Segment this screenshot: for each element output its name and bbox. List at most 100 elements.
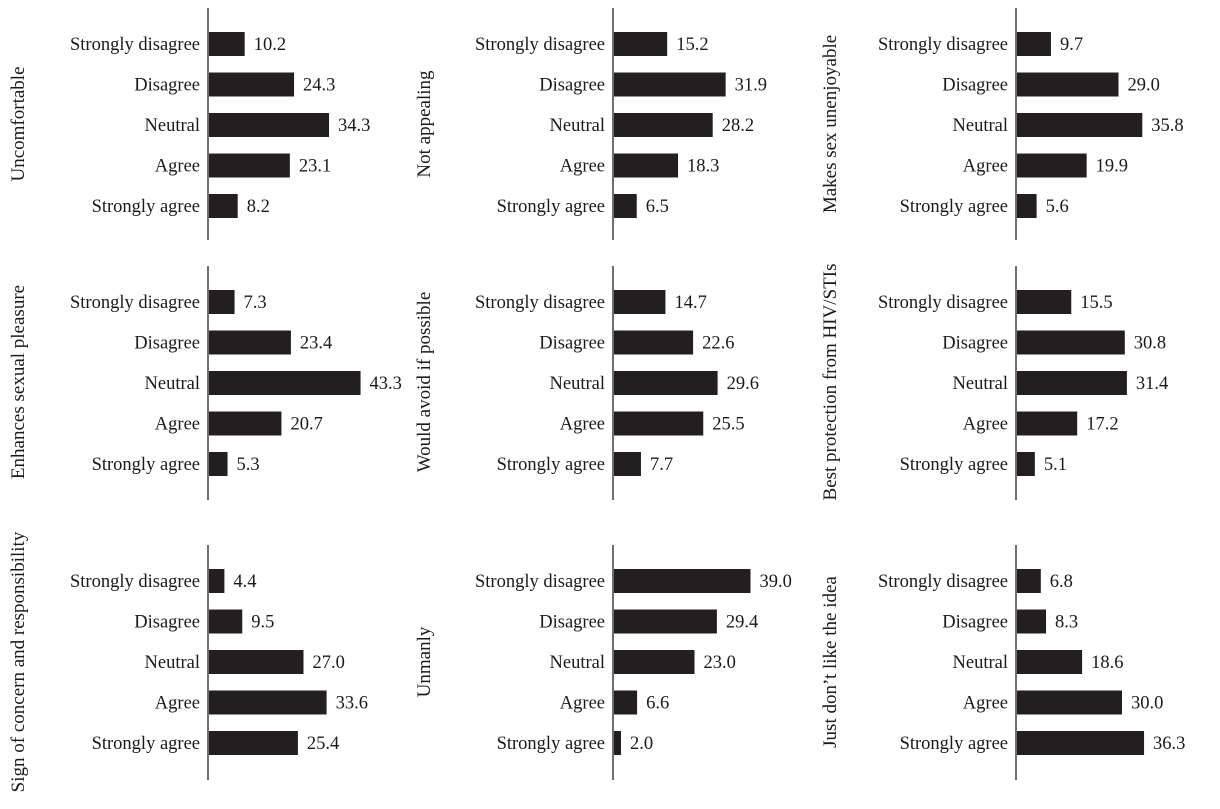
category-label: Strongly disagree — [70, 293, 200, 313]
data-label: 10.2 — [254, 35, 286, 55]
category-label: Neutral — [953, 653, 1008, 673]
category-label: Strongly agree — [900, 197, 1008, 217]
bar — [614, 113, 713, 137]
bar — [614, 194, 637, 218]
bar — [614, 153, 679, 178]
bar — [614, 569, 751, 593]
data-label: 6.8 — [1050, 572, 1073, 592]
data-label: 6.6 — [646, 694, 669, 714]
data-label: 29.0 — [1128, 76, 1160, 96]
bar — [1017, 731, 1145, 755]
data-label: 23.4 — [300, 334, 332, 354]
bar — [1017, 650, 1083, 674]
category-label: Agree — [155, 694, 200, 714]
data-label: 27.0 — [313, 653, 345, 673]
data-label: 30.0 — [1131, 694, 1163, 714]
category-label: Disagree — [539, 613, 605, 633]
bar — [614, 452, 641, 476]
bar — [614, 371, 718, 395]
category-label: Disagree — [942, 613, 1008, 633]
data-label: 29.6 — [727, 374, 759, 394]
category-label: Strongly agree — [497, 734, 605, 754]
data-label: 5.3 — [237, 455, 260, 475]
bar — [614, 411, 704, 436]
bar — [614, 650, 695, 674]
category-label: Neutral — [550, 374, 605, 394]
category-label: Strongly disagree — [475, 293, 605, 313]
bar — [209, 153, 290, 178]
bar — [614, 32, 668, 56]
data-label: 22.6 — [702, 334, 734, 354]
data-label: 33.6 — [336, 694, 368, 714]
bar — [1017, 153, 1087, 178]
data-label: 5.6 — [1046, 197, 1069, 217]
bar — [1017, 569, 1041, 593]
panel-axis-label: Best protection from HIV/STIs — [820, 264, 841, 501]
bar — [614, 690, 638, 715]
data-label: 18.6 — [1091, 653, 1123, 673]
category-label: Agree — [560, 415, 605, 435]
category-label: Strongly agree — [92, 197, 200, 217]
panel-axis-label: Makes sex unenjoyable — [820, 35, 841, 213]
data-label: 9.5 — [251, 613, 274, 633]
category-label: Neutral — [145, 374, 200, 394]
bar — [209, 569, 225, 593]
data-label: 20.7 — [290, 415, 322, 435]
panel-axis-label: Uncomfortable — [8, 66, 29, 181]
panel-axis-label: Enhances sexual pleasure — [8, 285, 29, 479]
bar — [1017, 371, 1127, 395]
category-label: Strongly agree — [92, 734, 200, 754]
bar — [209, 650, 304, 674]
bar — [1017, 32, 1051, 56]
bar — [1017, 452, 1035, 476]
category-label: Strongly disagree — [70, 572, 200, 592]
data-label: 8.3 — [1055, 613, 1078, 633]
category-label: Disagree — [134, 334, 200, 354]
category-label: Agree — [155, 415, 200, 435]
category-label: Agree — [963, 415, 1008, 435]
data-label: 39.0 — [760, 572, 792, 592]
data-label: 9.7 — [1060, 35, 1083, 55]
category-label: Neutral — [953, 374, 1008, 394]
data-label: 23.1 — [299, 157, 331, 177]
category-label: Agree — [560, 694, 605, 714]
bar — [209, 113, 330, 137]
bar — [1017, 113, 1143, 137]
category-label: Strongly agree — [900, 455, 1008, 475]
data-label: 4.4 — [233, 572, 256, 592]
bar — [614, 609, 717, 634]
data-label: 36.3 — [1153, 734, 1185, 754]
data-label: 15.5 — [1080, 293, 1112, 313]
bar — [209, 411, 282, 436]
panel-axis-label: Not appealing — [414, 70, 435, 178]
category-label: Disagree — [539, 76, 605, 96]
data-label: 6.5 — [646, 197, 669, 217]
category-label: Neutral — [953, 116, 1008, 136]
data-label: 7.3 — [244, 293, 267, 313]
data-label: 34.3 — [338, 116, 370, 136]
panel-axis-label: Just don’t like the idea — [820, 576, 841, 748]
data-label: 15.2 — [676, 35, 708, 55]
bar — [614, 330, 694, 355]
bar — [209, 609, 243, 634]
data-label: 8.2 — [247, 197, 270, 217]
category-label: Agree — [560, 157, 605, 177]
category-label: Strongly disagree — [878, 293, 1008, 313]
bar — [1017, 194, 1037, 218]
data-label: 7.7 — [650, 455, 673, 475]
category-label: Disagree — [134, 76, 200, 96]
panel-axis-label: Would avoid if possible — [414, 292, 435, 473]
category-label: Strongly agree — [497, 455, 605, 475]
bar — [209, 452, 228, 476]
category-label: Strongly agree — [900, 734, 1008, 754]
data-label: 18.3 — [687, 157, 719, 177]
bar — [1017, 690, 1122, 715]
data-label: 31.9 — [735, 76, 767, 96]
bar — [614, 731, 621, 755]
data-label: 28.2 — [722, 116, 754, 136]
bar — [209, 731, 298, 755]
data-label: 2.0 — [630, 734, 653, 754]
data-label: 23.0 — [704, 653, 736, 673]
data-label: 5.1 — [1044, 455, 1067, 475]
